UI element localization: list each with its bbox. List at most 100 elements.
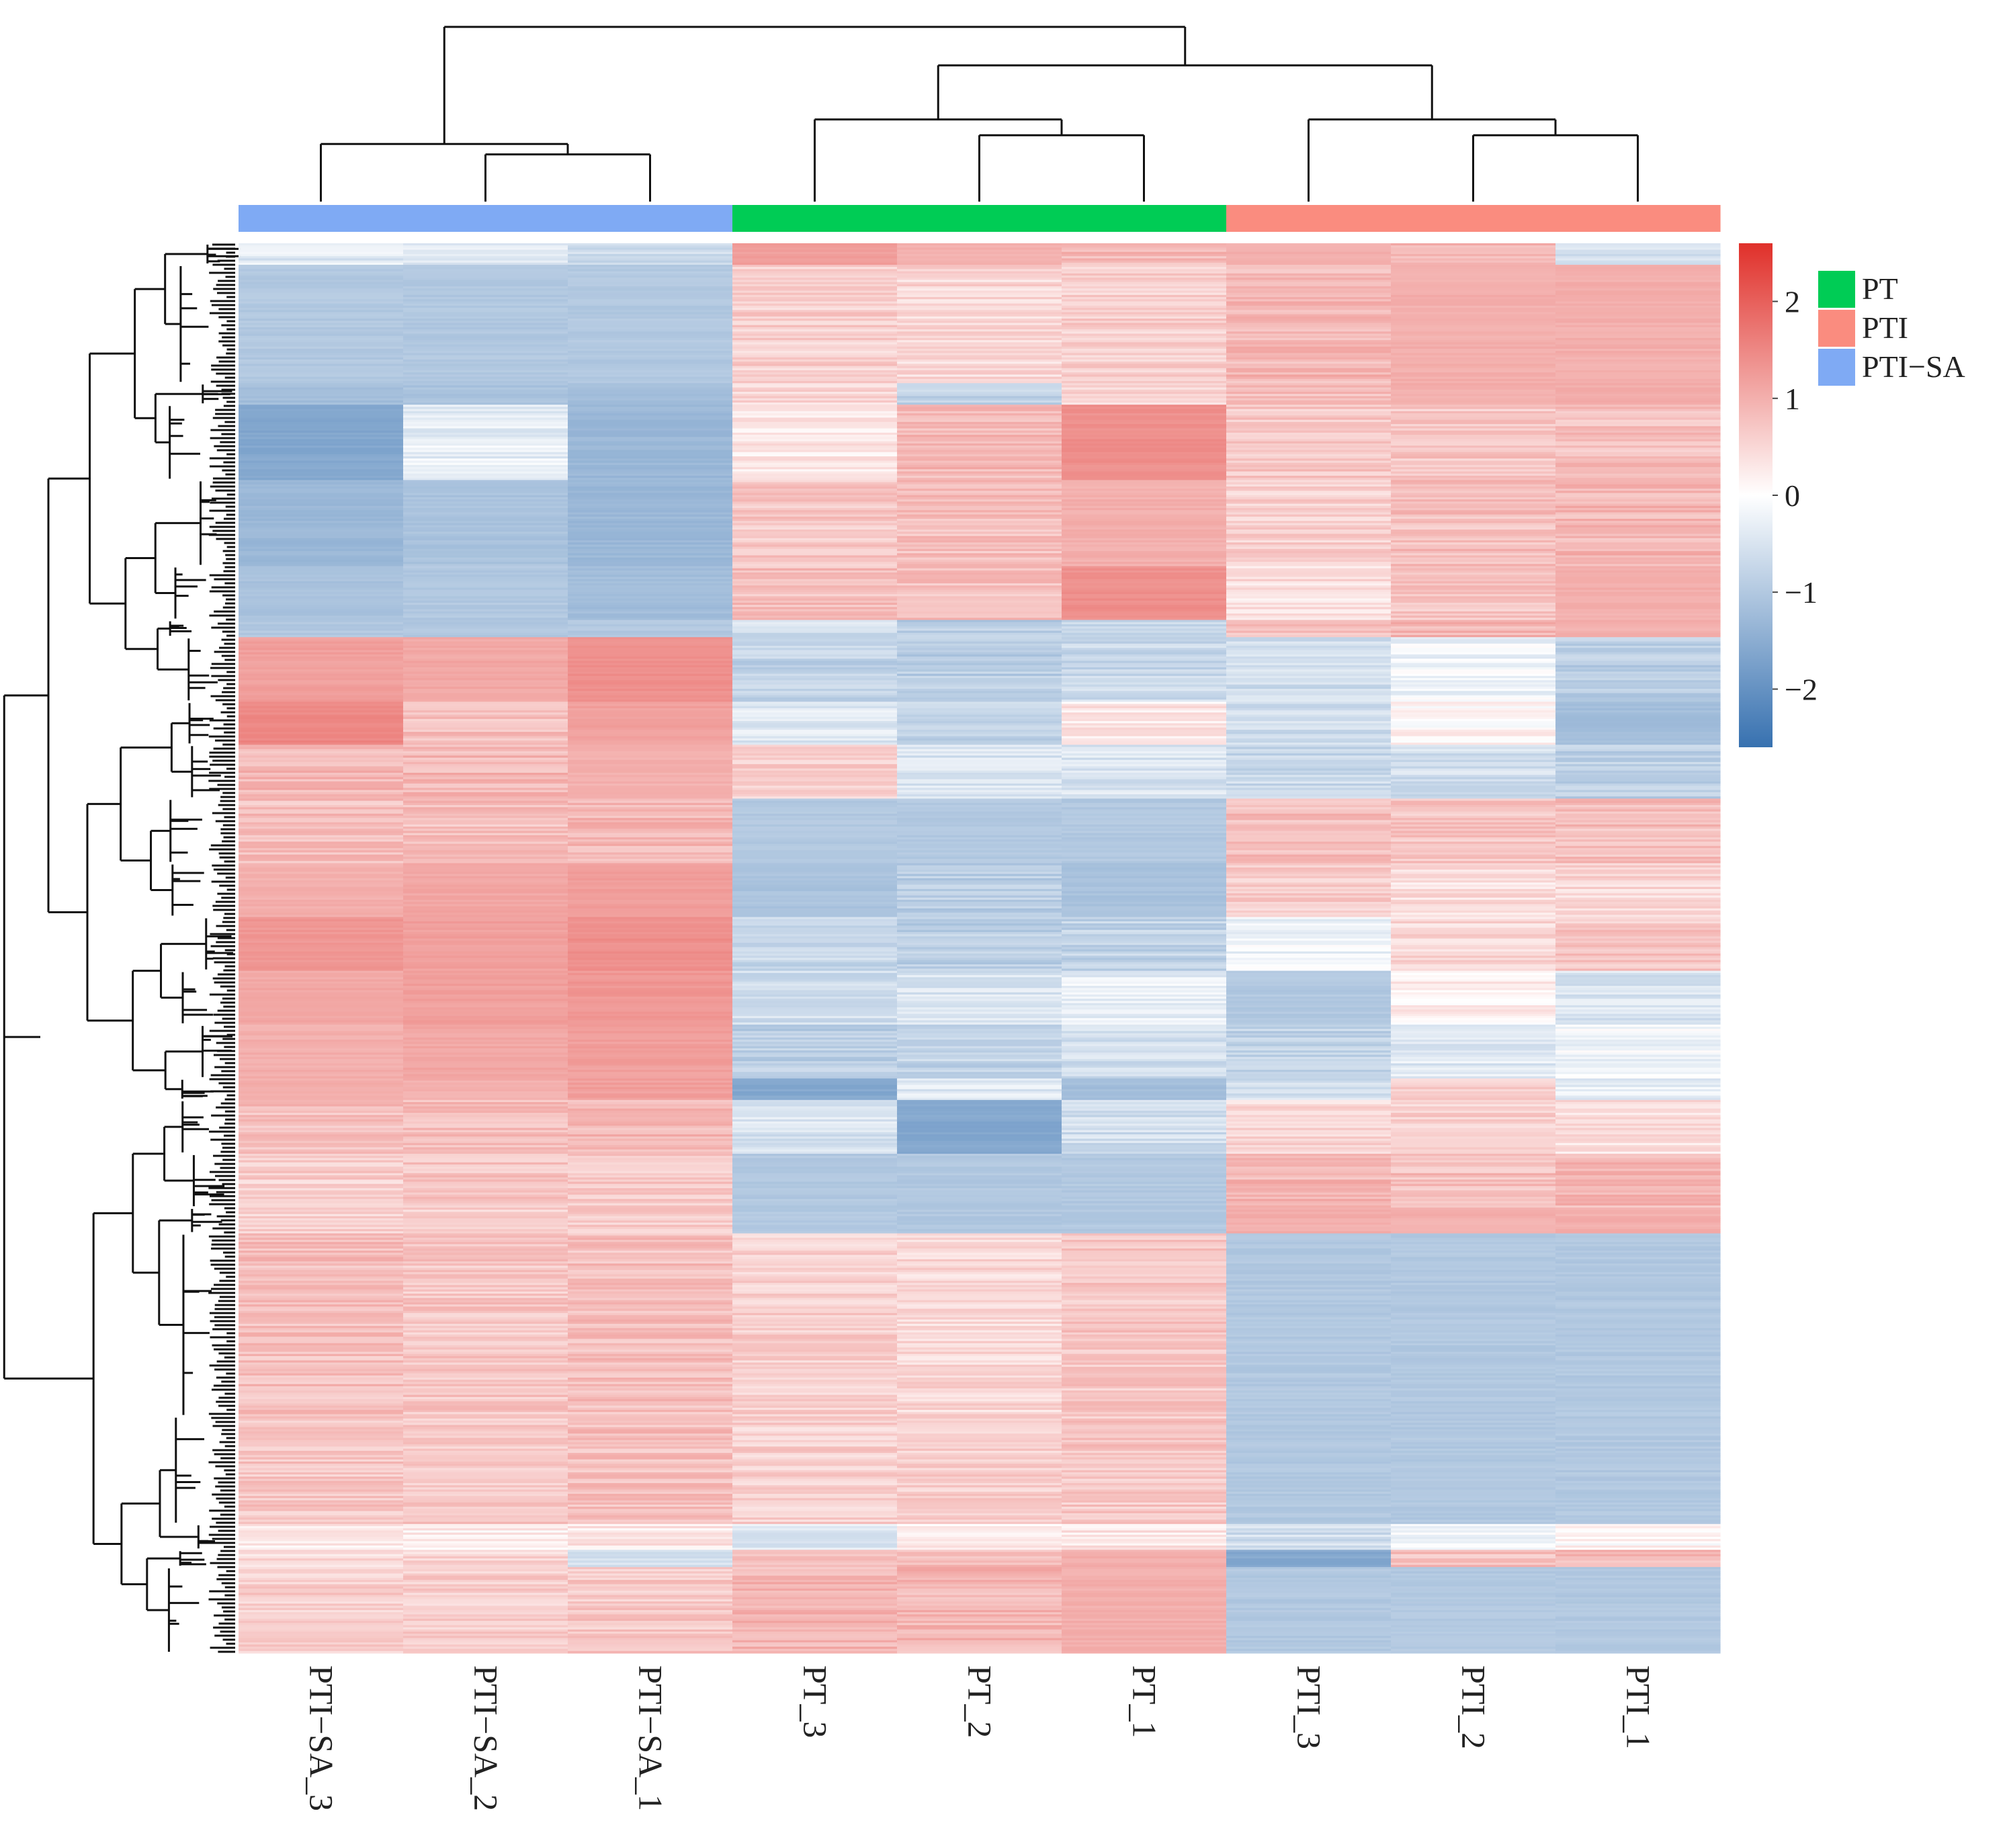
heatmap-cell — [1555, 497, 1721, 500]
heatmap-cell — [1062, 564, 1227, 567]
heatmap-cell — [1062, 403, 1227, 405]
heatmap-cell — [897, 891, 1062, 894]
heatmap-cell — [1391, 566, 1556, 569]
heatmap-cell — [403, 1117, 568, 1120]
heatmap-cell — [239, 1015, 404, 1019]
heatmap-cell — [568, 1185, 733, 1189]
heatmap-cell — [239, 321, 404, 324]
heatmap-cell — [1391, 292, 1556, 296]
heatmap-cell — [1226, 258, 1392, 261]
heatmap-cell — [1062, 256, 1227, 259]
heatmap-cell — [1226, 452, 1392, 455]
heatmap-cell — [1555, 262, 1721, 265]
heatmap-cell — [403, 870, 568, 872]
heatmap-cell — [403, 725, 568, 728]
heatmap-cell — [1391, 594, 1556, 597]
heatmap-cell — [403, 856, 568, 859]
heatmap-cell — [403, 1196, 568, 1200]
heatmap-cell — [568, 1265, 733, 1269]
heatmap-cell — [1555, 852, 1721, 855]
heatmap-cell — [568, 1179, 733, 1183]
heatmap-cell — [1062, 1220, 1227, 1223]
heatmap-cell — [732, 480, 898, 483]
heatmap-cell — [239, 335, 404, 339]
heatmap-cell — [1226, 495, 1392, 498]
heatmap-cell — [897, 628, 1062, 632]
heatmap-cell — [1226, 824, 1392, 827]
heatmap-cell — [1226, 757, 1392, 761]
heatmap-cell — [403, 1033, 568, 1036]
heatmap-cell — [403, 850, 568, 853]
heatmap-cell — [897, 895, 1062, 898]
heatmap-cell — [1391, 626, 1556, 629]
heatmap-cell — [1226, 462, 1392, 466]
heatmap-cell — [1062, 331, 1227, 335]
heatmap-cell — [568, 678, 733, 681]
heatmap-cell — [1391, 645, 1556, 648]
heatmap-cell — [568, 958, 733, 961]
heatmap-cell — [732, 1035, 898, 1038]
heatmap-cell — [403, 1253, 568, 1256]
heatmap-cell — [568, 1048, 733, 1051]
heatmap-cell — [1391, 861, 1556, 864]
heatmap-cell — [1226, 910, 1392, 913]
heatmap-cell — [1226, 854, 1392, 857]
heatmap-cell — [732, 568, 898, 571]
heatmap-cell — [1391, 381, 1556, 384]
heatmap-cell — [732, 835, 898, 838]
heatmap-cell — [1391, 613, 1556, 616]
heatmap-cell — [897, 327, 1062, 330]
heatmap-cell — [1062, 443, 1227, 446]
heatmap-cell — [1062, 430, 1227, 433]
heatmap-cell — [568, 518, 733, 521]
heatmap-cell — [568, 990, 733, 993]
heatmap-cell — [897, 637, 1062, 640]
heatmap-cell — [1226, 518, 1392, 521]
heatmap-cell — [1226, 376, 1392, 380]
heatmap-cell — [1555, 562, 1721, 564]
heatmap-cell — [732, 419, 898, 423]
heatmap-cell — [568, 570, 733, 573]
heatmap-cell — [1555, 1042, 1721, 1045]
heatmap-cell — [568, 1005, 733, 1008]
heatmap-cell — [1555, 536, 1721, 539]
heatmap-cell — [732, 587, 898, 591]
heatmap-cell — [1391, 958, 1556, 961]
heatmap-cell — [1391, 929, 1556, 933]
heatmap-cell — [897, 761, 1062, 765]
heatmap-cell — [1555, 1140, 1721, 1144]
heatmap-cell — [1062, 364, 1227, 367]
heatmap-cell — [1555, 1093, 1721, 1097]
heatmap-cell — [732, 718, 898, 722]
heatmap-cell — [568, 325, 733, 328]
heatmap-cell — [732, 613, 898, 616]
heatmap-cell — [568, 936, 733, 939]
heatmap-cell — [403, 695, 568, 698]
heatmap-cell — [732, 534, 898, 537]
heatmap-cell — [1226, 645, 1392, 648]
heatmap-cell — [897, 702, 1062, 705]
heatmap-cell — [1226, 362, 1392, 364]
heatmap-cell — [897, 301, 1062, 304]
heatmap-cell — [568, 921, 733, 924]
heatmap-cell — [239, 999, 404, 1002]
heatmap-cell — [1226, 1089, 1392, 1092]
heatmap-cell — [1391, 258, 1556, 261]
heatmap-cell — [897, 493, 1062, 496]
heatmap-cell — [1555, 348, 1721, 351]
heatmap-cell — [239, 704, 404, 707]
heatmap-cell — [568, 1013, 733, 1017]
heatmap-cell — [897, 1257, 1062, 1260]
heatmap-cell — [897, 607, 1062, 610]
heatmap-cell — [1062, 1005, 1227, 1008]
heatmap-cell — [1391, 1246, 1556, 1249]
heatmap-cell — [239, 396, 404, 399]
heatmap-cell — [1555, 364, 1721, 367]
heatmap-cell — [1555, 1113, 1721, 1116]
heatmap-cell — [403, 669, 568, 672]
heatmap-cell — [239, 546, 404, 550]
heatmap-cell — [1062, 435, 1227, 437]
heatmap-cell — [1062, 951, 1227, 954]
heatmap-cell — [239, 1248, 404, 1251]
heatmap-cell — [403, 1231, 568, 1234]
